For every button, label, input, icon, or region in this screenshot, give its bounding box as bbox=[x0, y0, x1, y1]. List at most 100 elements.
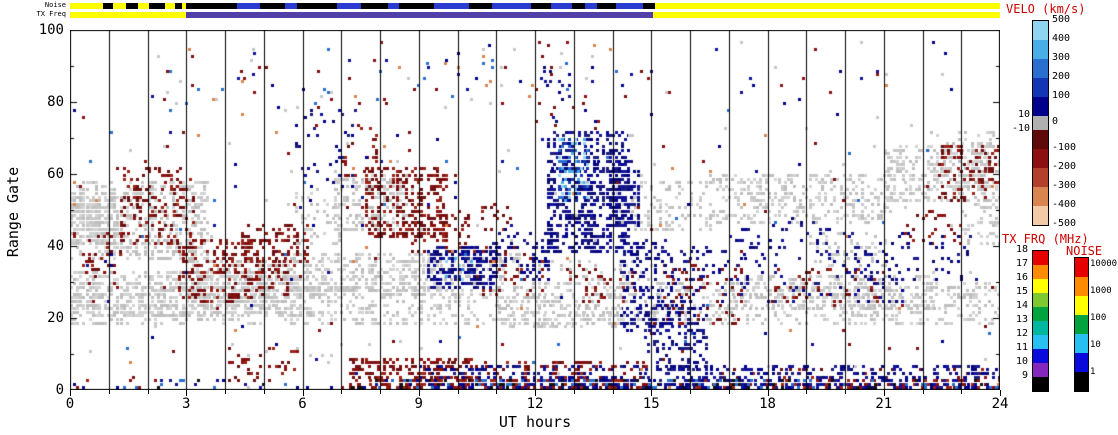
velocity-threshold-label: 10 bbox=[1017, 109, 1030, 120]
velocity-scale-label: 400 bbox=[1052, 33, 1071, 44]
txfreq-colorbar-segment bbox=[1033, 349, 1048, 363]
x-tick-mark bbox=[303, 390, 304, 396]
txfreq-scale-label: 18 bbox=[1015, 244, 1028, 255]
txfreq-scale-label: 16 bbox=[1015, 272, 1028, 283]
x-tick-mark bbox=[690, 390, 691, 394]
y-tick-label: 60 bbox=[47, 166, 64, 182]
noise-strip-segment bbox=[616, 3, 644, 9]
x-tick-mark bbox=[225, 390, 226, 394]
txfreq-scale-label: 14 bbox=[1015, 300, 1028, 311]
noise-strip-segment bbox=[149, 3, 165, 9]
txfreq-scale-label: 11 bbox=[1015, 342, 1028, 353]
txfreq-colorbar-segment bbox=[1033, 363, 1048, 377]
velocity-colorbar-segment bbox=[1033, 97, 1048, 116]
x-tick-mark bbox=[186, 390, 187, 396]
noise-strip-segment bbox=[174, 3, 183, 9]
x-tick-mark bbox=[923, 390, 924, 394]
noise-strip-segment bbox=[337, 3, 361, 9]
x-tick-label: 9 bbox=[414, 396, 423, 412]
txfreq-strip bbox=[70, 12, 1000, 18]
x-axis-title: UT hours bbox=[498, 413, 572, 431]
x-tick-mark bbox=[574, 390, 575, 394]
noise-strip-segment bbox=[285, 3, 297, 9]
noise-scale-label: 1000 bbox=[1090, 286, 1112, 296]
velocity-colorbar-segment bbox=[1033, 206, 1048, 225]
velocity-scale-label: -200 bbox=[1052, 161, 1077, 172]
txfreq-colorbar-segment bbox=[1033, 251, 1048, 265]
txfreq-strip-segment bbox=[186, 12, 654, 18]
velocity-colorbar-segment bbox=[1033, 130, 1048, 149]
noise-strip-segment bbox=[236, 3, 260, 9]
x-tick-mark bbox=[341, 390, 342, 394]
x-tick-label: 21 bbox=[875, 396, 893, 412]
txfreq-scale-label: 12 bbox=[1015, 328, 1028, 339]
x-tick-label: 18 bbox=[759, 396, 776, 412]
txfreq-scale-label: 9 bbox=[1021, 370, 1028, 381]
velocity-colorbar-segment bbox=[1033, 149, 1048, 168]
x-tick-mark bbox=[651, 390, 652, 396]
x-tick-label: 3 bbox=[182, 396, 191, 412]
noise-strip-segment bbox=[186, 3, 656, 9]
txfreq-scale-label: 13 bbox=[1015, 314, 1028, 325]
x-tick-mark bbox=[70, 390, 71, 396]
noise-strip-label: Noise bbox=[44, 1, 66, 9]
noise-colorbar-segment bbox=[1075, 315, 1088, 334]
noise-strip-segment bbox=[585, 3, 597, 9]
velocity-scale-label: 500 bbox=[1052, 14, 1071, 25]
x-tick-mark bbox=[729, 390, 730, 394]
velocity-colorbar bbox=[1032, 20, 1049, 226]
noise-strip-segment bbox=[387, 3, 400, 9]
noise-colorbar-segment bbox=[1075, 277, 1088, 296]
x-tick-mark bbox=[535, 390, 536, 396]
velocity-threshold-label: -10 bbox=[1011, 123, 1030, 134]
velocity-colorbar-segment bbox=[1033, 21, 1048, 40]
velocity-colorbar-segment bbox=[1033, 59, 1048, 78]
noise-colorbar-segment bbox=[1075, 372, 1088, 391]
x-tick-mark bbox=[768, 390, 769, 396]
txfreq-scale-label: 10 bbox=[1015, 356, 1028, 367]
txfreq-colorbar-title: TX FRQ (MHz) bbox=[1002, 232, 1089, 246]
y-tick-label: 80 bbox=[47, 94, 64, 110]
noise-colorbar-segment bbox=[1075, 296, 1088, 315]
velocity-scale-label: -400 bbox=[1052, 199, 1077, 210]
x-tick-label: 24 bbox=[991, 396, 1009, 412]
txfreq-colorbar-segment bbox=[1033, 279, 1048, 293]
x-tick-mark bbox=[496, 390, 497, 394]
noise-strip-segment bbox=[126, 3, 138, 9]
noise-scale-label: 100 bbox=[1090, 313, 1107, 323]
txfreq-colorbar-segment bbox=[1033, 377, 1048, 391]
x-tick-mark bbox=[845, 390, 846, 394]
velocity-scale-label: 100 bbox=[1052, 90, 1071, 101]
velocity-colorbar-segment bbox=[1033, 78, 1048, 97]
velocity-scale-label: -500 bbox=[1052, 218, 1077, 229]
velocity-colorbar-segment bbox=[1033, 40, 1048, 59]
txfreq-scale-label: 17 bbox=[1015, 258, 1028, 269]
noise-scale-label: 10000 bbox=[1090, 259, 1118, 269]
y-tick-label: 20 bbox=[47, 310, 64, 326]
velocity-scale-label: 300 bbox=[1052, 52, 1071, 63]
velocity-scale-label: 0 bbox=[1052, 116, 1059, 127]
noise-colorbar bbox=[1074, 257, 1089, 392]
y-tick-label: 0 bbox=[55, 382, 64, 398]
txfreq-strip-label: TX Freq bbox=[36, 10, 66, 18]
x-tick-mark bbox=[1000, 390, 1001, 396]
y-axis-title: Range Gate bbox=[4, 166, 22, 258]
x-tick-mark bbox=[961, 390, 962, 394]
velocity-scale-label: -300 bbox=[1052, 180, 1077, 191]
noise-strip bbox=[70, 3, 1000, 9]
x-tick-mark bbox=[109, 390, 110, 394]
txfreq-colorbar-segment bbox=[1033, 307, 1048, 321]
noise-strip-segment bbox=[550, 3, 572, 9]
y-tick-label: 40 bbox=[47, 238, 64, 254]
noise-colorbar-segment bbox=[1075, 353, 1088, 372]
x-tick-label: 12 bbox=[526, 396, 544, 412]
noise-strip-segment bbox=[492, 3, 532, 9]
velocity-colorbar-segment bbox=[1033, 168, 1048, 187]
noise-colorbar-segment bbox=[1075, 334, 1088, 353]
rti-plot-canvas bbox=[70, 30, 1000, 390]
velocity-colorbar-title: VELO (km/s) bbox=[1006, 2, 1086, 16]
velocity-colorbar-segment bbox=[1033, 187, 1048, 206]
x-tick-mark bbox=[148, 390, 149, 394]
noise-colorbar-segment bbox=[1075, 258, 1088, 277]
